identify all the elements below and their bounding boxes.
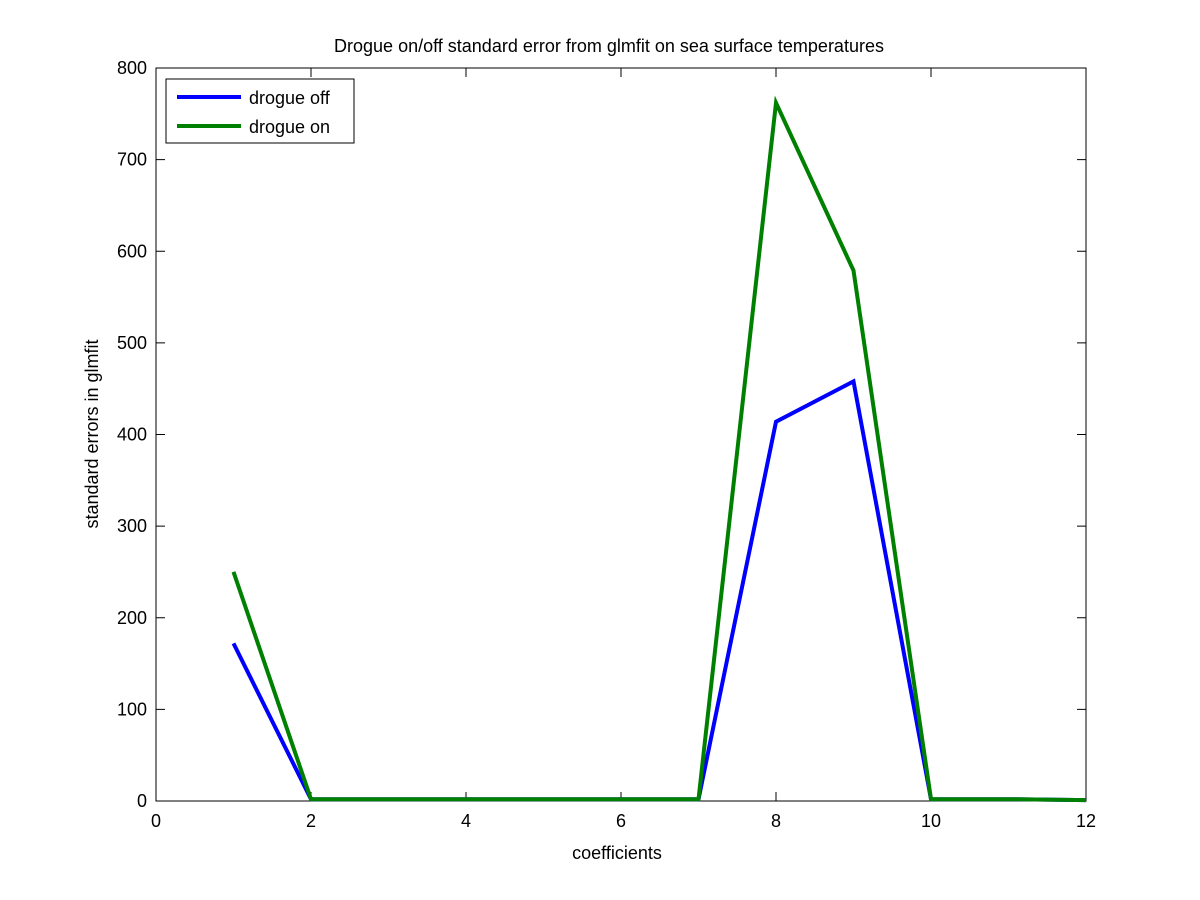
x-tick-label: 12 — [1076, 811, 1096, 831]
x-tick-label: 4 — [461, 811, 471, 831]
y-tick-label: 600 — [117, 241, 147, 261]
y-tick-label: 700 — [117, 150, 147, 170]
x-axis: 0 2 4 6 8 10 12 — [151, 68, 1096, 831]
chart-title: Drogue on/off standard error from glmfit… — [334, 36, 884, 56]
y-axis-label: standard errors in glmfit — [82, 339, 102, 528]
series-layer — [231, 95, 1087, 803]
series-line-drogue-on — [231, 95, 1087, 803]
y-tick-label: 200 — [117, 608, 147, 628]
y-tick-label: 800 — [117, 58, 147, 78]
x-tick-label: 0 — [151, 811, 161, 831]
y-tick-label: 100 — [117, 699, 147, 719]
x-tick-label: 2 — [306, 811, 316, 831]
x-tick-label: 10 — [921, 811, 941, 831]
x-tick-label: 8 — [771, 811, 781, 831]
y-tick-label: 500 — [117, 333, 147, 353]
legend-box — [165, 78, 355, 144]
x-axis-label: coefficients — [572, 843, 662, 863]
y-tick-label: 0 — [137, 791, 147, 811]
legend-label-drogue-on: drogue on — [249, 117, 330, 137]
legend: drogue off drogue on — [165, 78, 355, 144]
y-tick-label: 400 — [117, 425, 147, 445]
y-tick-label: 300 — [117, 516, 147, 536]
plot-area — [155, 67, 1087, 802]
x-tick-label: 6 — [616, 811, 626, 831]
y-axis: 0 100 200 300 400 500 600 700 800 — [117, 58, 1086, 811]
legend-label-drogue-off: drogue off — [249, 88, 331, 108]
